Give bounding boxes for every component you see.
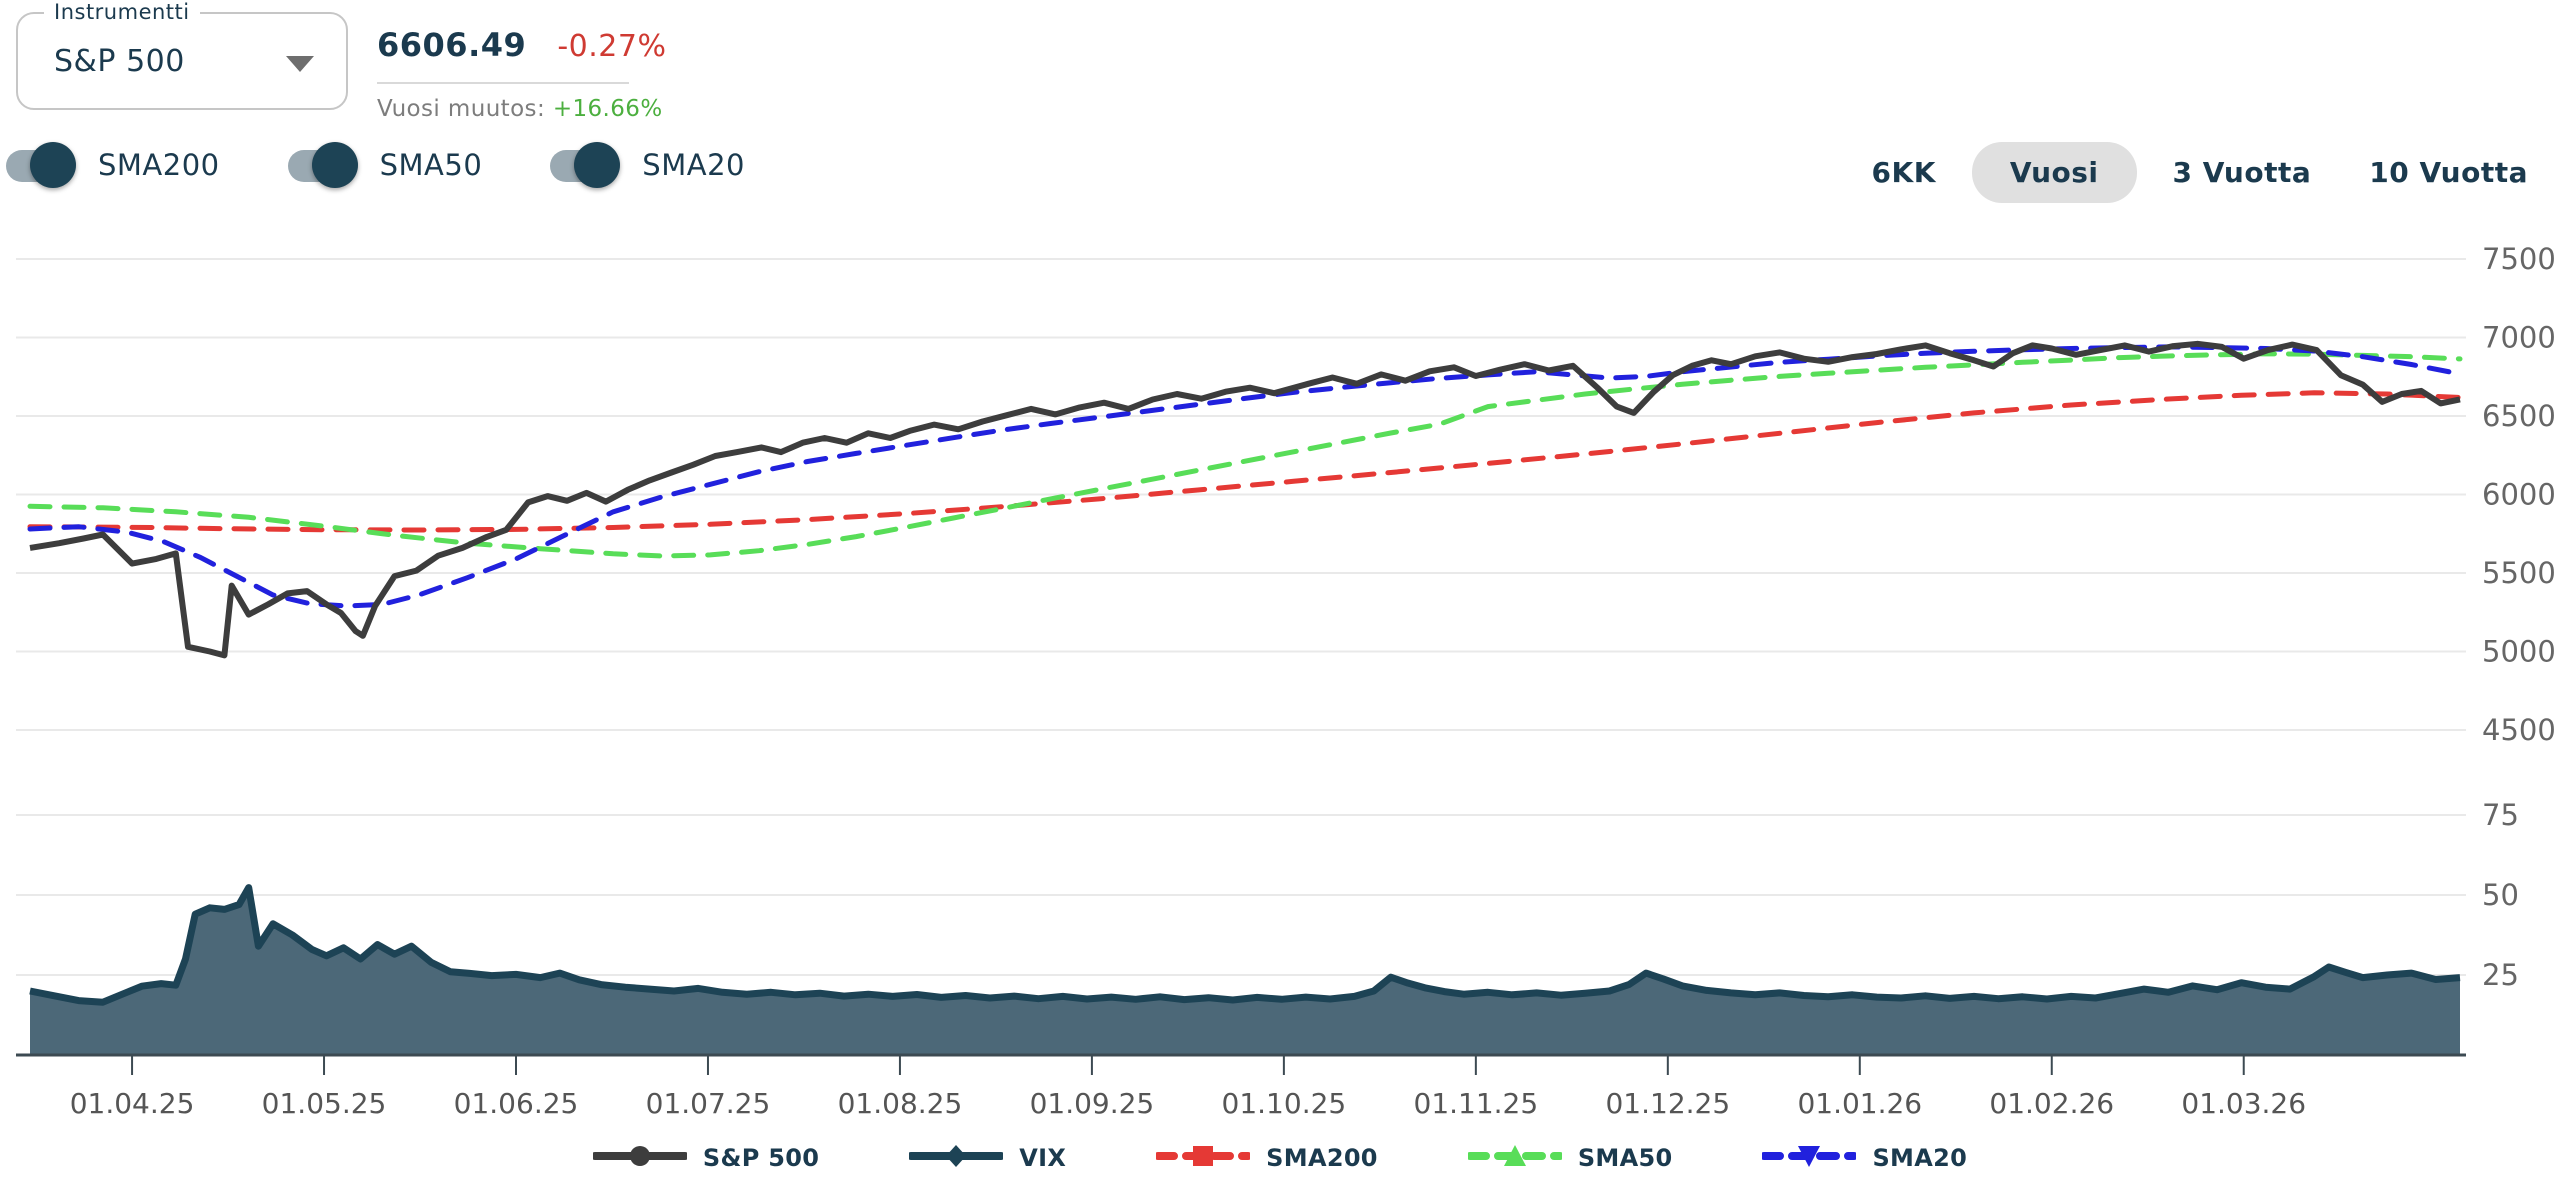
daily-change: -0.27%	[557, 29, 667, 64]
legend-label: SMA20	[1872, 1144, 1968, 1172]
x-axis-label: 01.11.25	[1414, 1087, 1539, 1120]
toggle-sma200[interactable]: SMA200	[6, 142, 220, 188]
switch-thumb	[30, 142, 76, 188]
x-axis-label: 01.02.26	[1989, 1087, 2114, 1120]
x-axis-label: 01.09.25	[1030, 1087, 1155, 1120]
yearly-change-value: +16.66%	[552, 96, 663, 122]
series-line-sma50	[27, 351, 2463, 559]
x-axis-label: 01.03.26	[2181, 1087, 2306, 1120]
legend-triangle-up-icon	[1465, 1142, 1564, 1174]
toggle-sma50[interactable]: SMA50	[287, 142, 483, 188]
legend-item-vix[interactable]: VIX	[907, 1142, 1067, 1174]
legend-square-icon	[1154, 1142, 1253, 1174]
toggle-label: SMA200	[98, 148, 220, 182]
toggle-label: SMA50	[379, 148, 483, 182]
legend-label: SMA200	[1266, 1144, 1378, 1172]
legend-item-sma50[interactable]: SMA50	[1465, 1142, 1673, 1174]
yearly-change-label: Vuosi muutos:	[377, 96, 546, 122]
legend-triangle-down-icon	[1760, 1142, 1859, 1174]
legend-label: S&P 500	[702, 1144, 820, 1172]
price-divider	[377, 82, 629, 84]
switch-icon[interactable]	[550, 142, 621, 188]
switch-thumb	[574, 142, 621, 188]
series-line-vix	[29, 884, 2461, 1006]
price-block: 6606.49 -0.27%	[377, 26, 807, 64]
y-axis-label-vix-25: 25	[2482, 958, 2519, 992]
y-axis-label-vix-50: 50	[2482, 878, 2519, 912]
legend-item-sma200[interactable]: SMA200	[1154, 1142, 1378, 1174]
vix-area-fill	[30, 887, 2460, 1055]
legend-label: VIX	[1019, 1144, 1067, 1172]
range-button-vuosi[interactable]: Vuosi	[1971, 142, 2137, 203]
legend-circle-icon	[590, 1142, 689, 1174]
toggle-label: SMA20	[642, 148, 745, 182]
instrument-select[interactable]: Instrumentti S&P 500	[16, 0, 348, 110]
price-vix-chart: 7500 7000 6500 6000 5500 5000 4500 75 50 25 01.04.…	[16, 242, 2556, 1120]
legend-diamond-icon	[907, 1142, 1006, 1174]
y-axis-label-price-6000: 6000	[2482, 478, 2556, 512]
y-axis-label-price-5000: 5000	[2482, 635, 2556, 669]
toggle-sma20[interactable]: SMA20	[550, 142, 745, 188]
x-axis-label: 01.12.25	[1605, 1087, 1730, 1120]
range-selector: 6KK Vuosi 3 Vuotta 10 Vuotta	[1850, 142, 2550, 203]
y-axis-label-price-7000: 7000	[2482, 321, 2556, 355]
series-line-sp500	[29, 340, 2461, 659]
range-button-6kk[interactable]: 6KK	[1850, 142, 1958, 203]
range-button-10-vuotta[interactable]: 10 Vuotta	[2347, 142, 2550, 203]
x-axis-label: 01.10.25	[1222, 1087, 1347, 1120]
range-button-3-vuotta[interactable]: 3 Vuotta	[2151, 142, 2334, 203]
y-axis-label-price-6500: 6500	[2482, 399, 2556, 433]
x-axis-label: 01.01.26	[1797, 1087, 1922, 1120]
y-axis-label-price-5500: 5500	[2482, 556, 2556, 590]
legend-item-sma20[interactable]: SMA20	[1760, 1142, 1968, 1174]
x-axis-label: 01.04.25	[70, 1087, 195, 1120]
y-axis-label-vix-75: 75	[2482, 798, 2519, 832]
x-axis-label: 01.07.25	[646, 1087, 771, 1120]
switch-icon[interactable]	[287, 142, 358, 188]
current-price: 6606.49	[377, 26, 527, 64]
switch-icon[interactable]	[6, 142, 76, 188]
chart-legend: S&P 500 VIX SMA200 SMA50 SMA20	[0, 1142, 2560, 1174]
series-line-sma200	[27, 390, 2463, 533]
x-axis-label: 01.08.25	[838, 1087, 963, 1120]
switch-thumb	[311, 142, 358, 188]
legend-item-sp500[interactable]: S&P 500	[590, 1142, 820, 1174]
x-axis-label: 01.06.25	[454, 1087, 579, 1120]
x-axis-label: 01.05.25	[262, 1087, 387, 1120]
y-axis-label-price-4500: 4500	[2482, 713, 2556, 747]
legend-label: SMA50	[1577, 1144, 1673, 1172]
sma-toggles: SMA200 SMA50 SMA20	[6, 142, 745, 188]
instrument-select-label: Instrumentti	[44, 0, 200, 24]
instrument-select-value: S&P 500	[54, 44, 185, 79]
y-axis-label-price-7500: 7500	[2482, 242, 2556, 276]
chevron-down-icon	[286, 56, 314, 72]
yearly-change-row: Vuosi muutos: +16.66%	[377, 96, 663, 122]
